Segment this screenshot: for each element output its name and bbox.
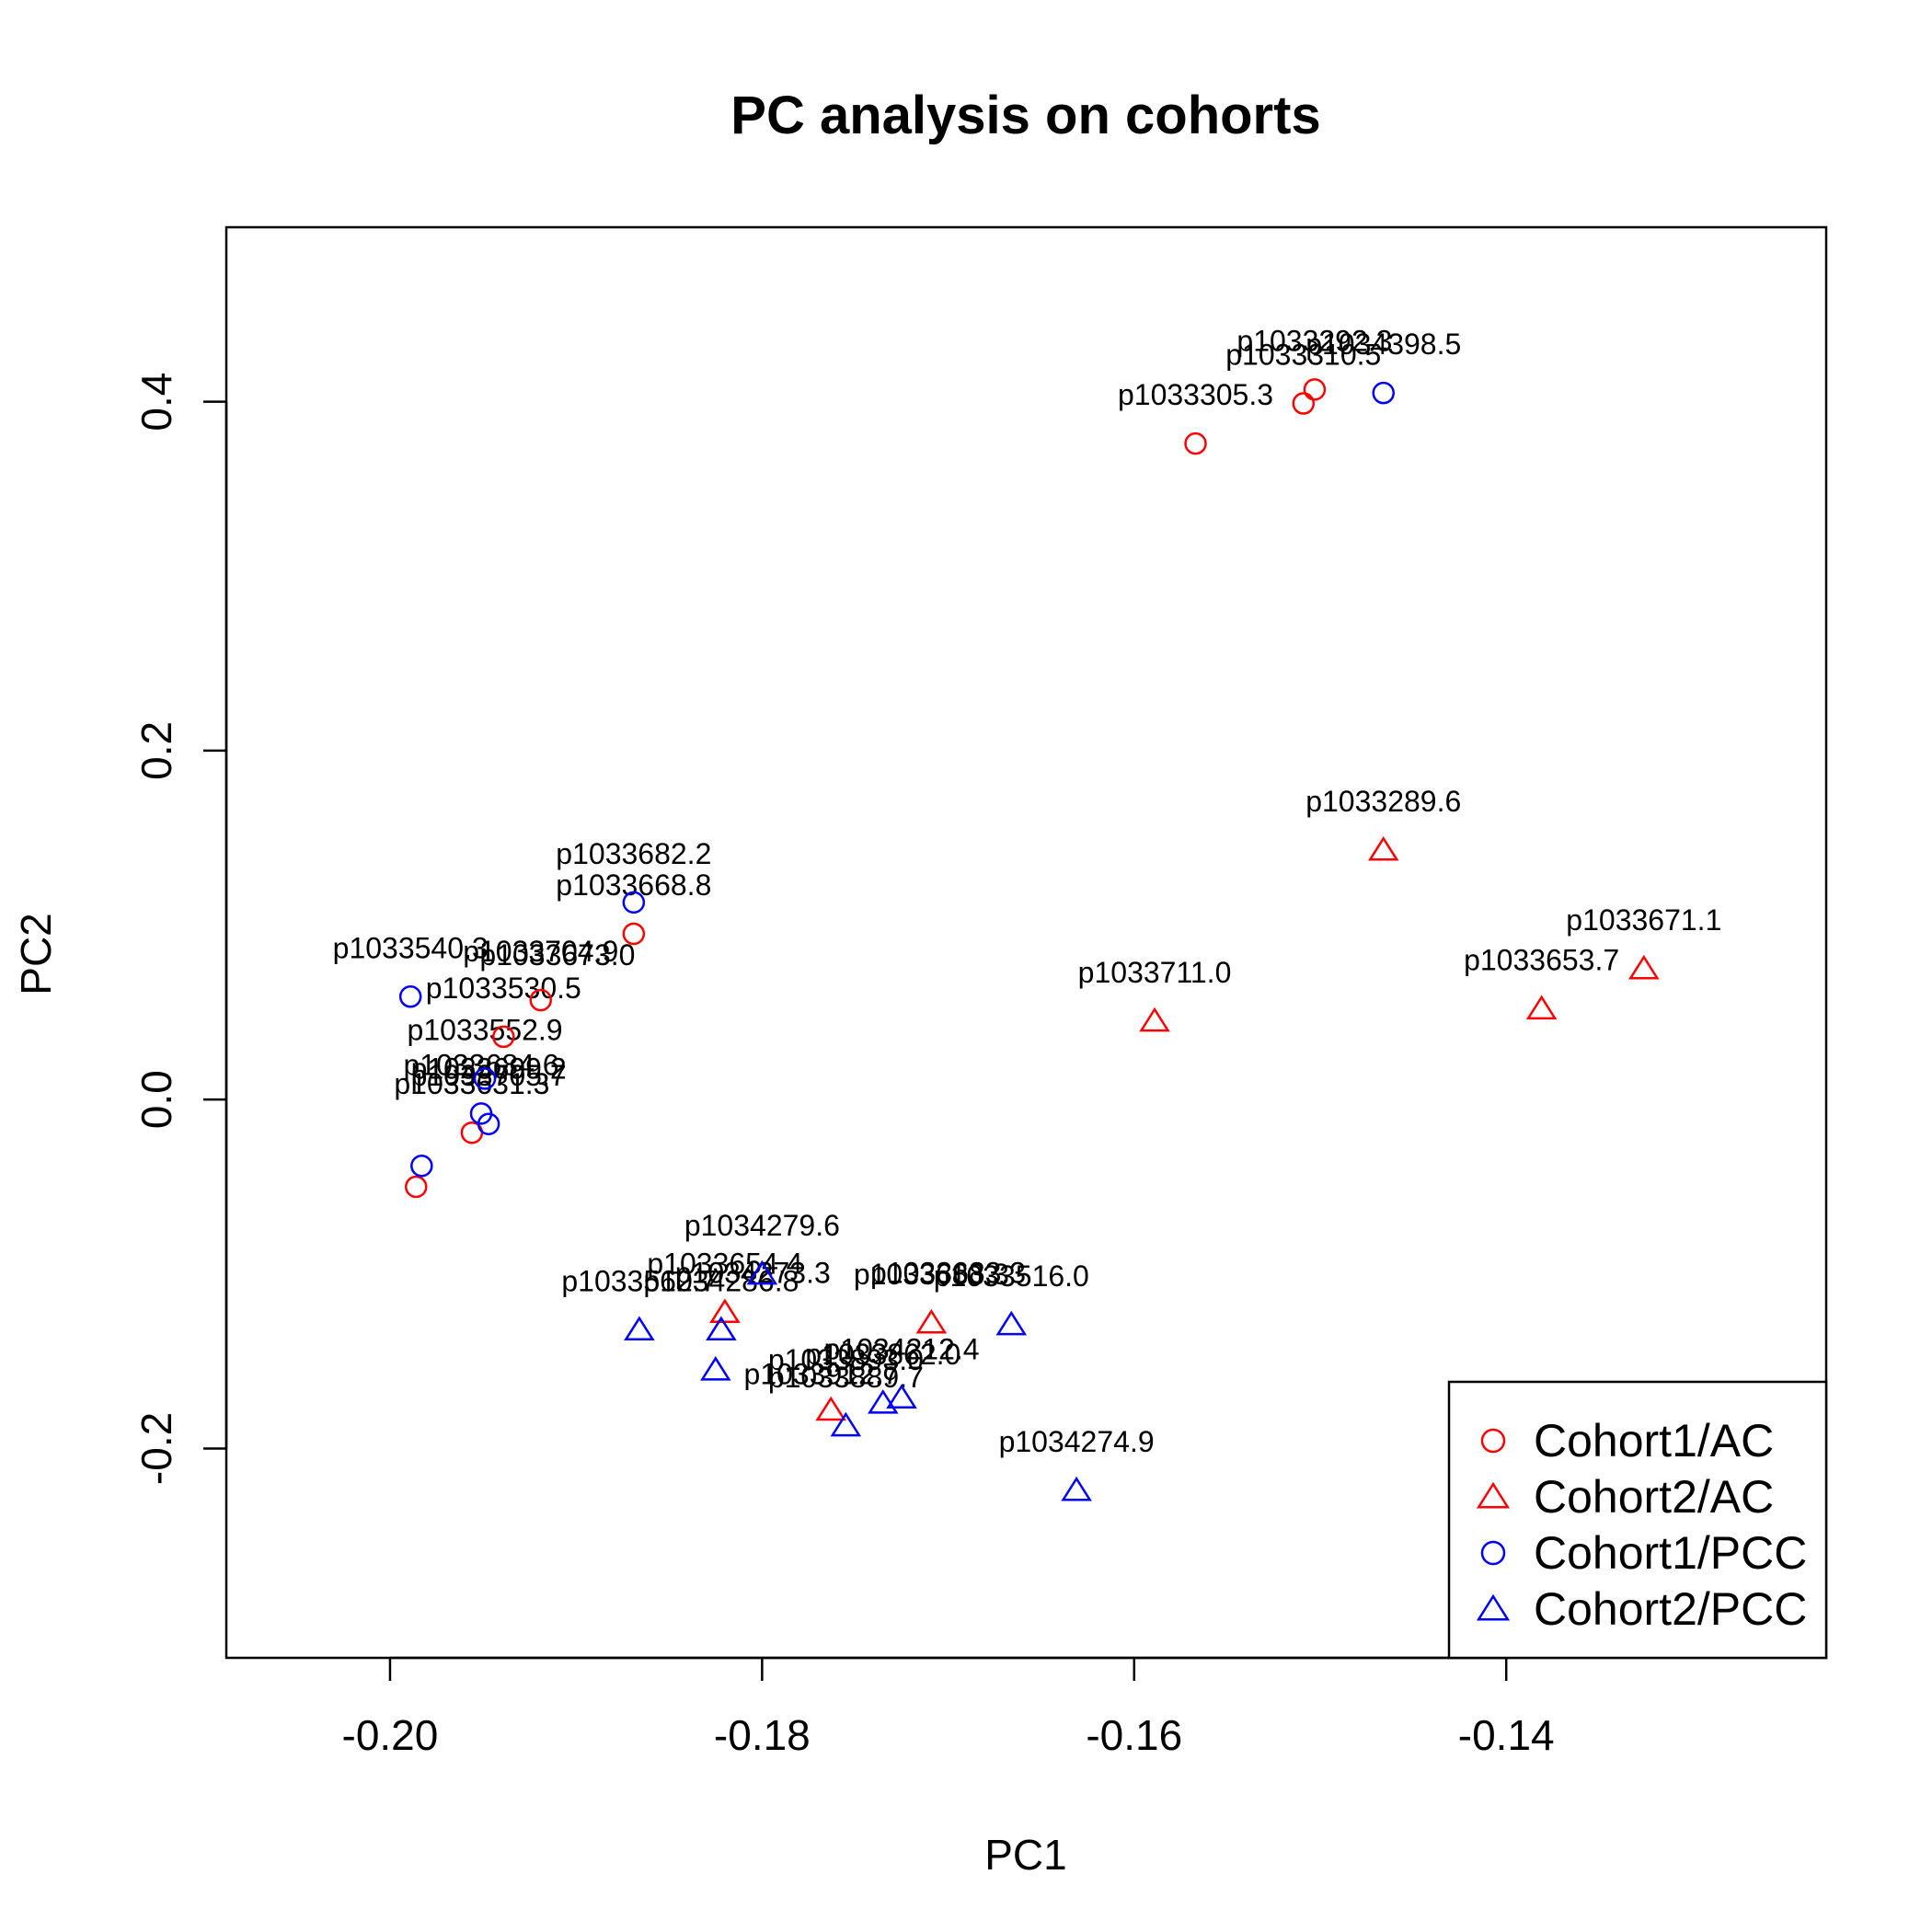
data-point	[868, 1389, 899, 1414]
legend-label: Cohort2/AC	[1534, 1471, 1774, 1523]
point-label: p1033862.0	[805, 1338, 960, 1371]
point-label: p1034274.9	[999, 1425, 1155, 1458]
data-point	[700, 1356, 731, 1381]
point-label: p1033711.0	[1078, 956, 1232, 989]
point-label: p1033552.9	[408, 1013, 563, 1046]
legend: Cohort1/ACCohort2/ACCohort1/PCCCohort2/P…	[1447, 1380, 1828, 1660]
y-tick-label: 0.0	[132, 1070, 180, 1129]
data-point	[1303, 378, 1327, 401]
data-point	[1525, 995, 1558, 1020]
legend-marker	[1480, 1540, 1506, 1566]
point-label: p1033683.3	[854, 1258, 1009, 1291]
x-tick-label: -0.16	[1086, 1711, 1182, 1759]
point-label: p1034212.4	[823, 1332, 979, 1365]
x-tick-label: -0.18	[714, 1711, 811, 1759]
point-label: p1033530.5	[426, 972, 581, 1005]
x-axis-label: PC1	[984, 1831, 1066, 1879]
data-point	[746, 1259, 778, 1285]
data-point	[405, 1175, 428, 1199]
data-points	[398, 378, 1660, 1501]
data-point	[473, 1067, 497, 1090]
point-label: p1034279.6	[684, 1209, 840, 1242]
legend-marker	[1476, 1481, 1511, 1509]
data-point	[709, 1298, 741, 1324]
point-label: p1033653.7	[1464, 944, 1619, 977]
point-label: p1034398.5	[1305, 328, 1461, 361]
data-point	[995, 1310, 1028, 1336]
data-point	[706, 1316, 737, 1341]
legend-label: Cohort1/AC	[1534, 1415, 1774, 1466]
data-point	[1139, 1006, 1170, 1032]
x-tick-label: -0.20	[342, 1711, 439, 1759]
point-label: p1033289.6	[1305, 785, 1461, 818]
legend-box	[1447, 1380, 1828, 1660]
data-point	[815, 1396, 846, 1421]
chart-title: PC analysis on cohorts	[730, 86, 1320, 145]
data-point	[1292, 392, 1316, 415]
data-point	[1628, 954, 1660, 980]
point-label: p1033673.0	[479, 938, 635, 972]
point-label: p1033305.3	[1118, 378, 1273, 411]
point-label: p1033889.7	[768, 1361, 924, 1394]
point-label: p1033912.7	[744, 1357, 900, 1390]
data-point	[830, 1411, 862, 1437]
y-axis: -0.2 0.0 0.2 0.4	[132, 373, 228, 1485]
data-point	[1372, 381, 1395, 405]
point-label: p1033705.7	[411, 1059, 567, 1092]
legend-label: Cohort2/PCC	[1534, 1583, 1807, 1635]
data-point	[886, 1384, 917, 1409]
data-point	[477, 1112, 500, 1135]
x-tick-label: -0.14	[1458, 1711, 1555, 1759]
y-tick-label: -0.2	[132, 1412, 180, 1485]
point-label: p1033704.9	[463, 935, 618, 968]
y-axis-label: PC2	[12, 913, 60, 995]
point-label: p1033631.3	[394, 1067, 549, 1100]
data-point	[915, 1308, 948, 1334]
data-point	[398, 985, 422, 1008]
data-point	[410, 1154, 433, 1178]
data-point	[1367, 835, 1399, 861]
data-point	[622, 922, 646, 946]
point-label: p1033671.1	[1566, 903, 1721, 937]
y-tick-label: 0.2	[132, 721, 180, 780]
point-label: p1033684.6	[403, 1048, 558, 1081]
point-label: p1033683.3	[870, 1256, 1026, 1289]
point-label: p1033893.0	[768, 1343, 924, 1376]
data-point	[622, 891, 646, 914]
point-label: p1033562.7	[561, 1264, 717, 1297]
y-tick-label: 0.4	[132, 373, 180, 431]
point-label: p1033668.8	[556, 868, 711, 902]
x-axis: -0.20 -0.18 -0.16 -0.14	[342, 1656, 1555, 1759]
point-label: p1033540.3	[333, 931, 489, 964]
point-label: p1033516.0	[934, 1259, 1089, 1293]
point-label: p1033654.4	[647, 1248, 802, 1281]
legend-marker	[1480, 1428, 1506, 1454]
data-point	[529, 988, 552, 1012]
point-label: p1033310.5	[1225, 339, 1381, 372]
point-label: p1033292.3	[1236, 324, 1392, 357]
data-point	[1184, 431, 1207, 455]
data-point	[1061, 1476, 1092, 1501]
legend-label: Cohort1/PCC	[1534, 1527, 1807, 1579]
data-point	[624, 1316, 655, 1341]
legend-marker	[1476, 1593, 1511, 1621]
data-point	[492, 1025, 515, 1049]
point-label: p1033682.2	[556, 837, 711, 870]
